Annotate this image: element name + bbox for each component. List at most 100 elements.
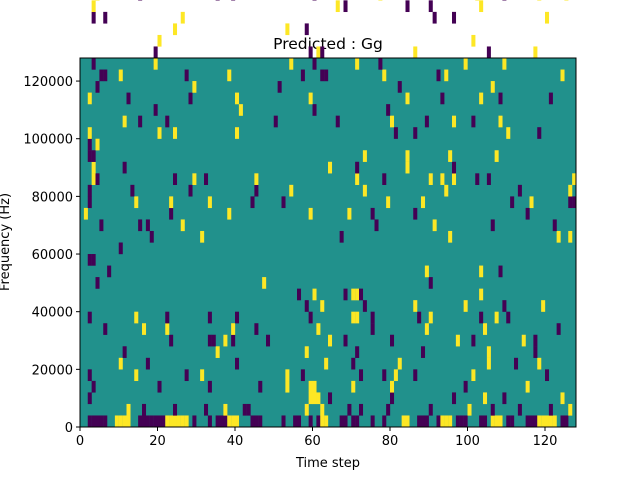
heatmap-cell-low xyxy=(378,58,383,70)
heatmap-cell-low xyxy=(235,311,240,324)
heatmap-cell-high xyxy=(180,11,185,24)
heatmap-cell-low xyxy=(316,415,321,428)
heatmap-cell-high xyxy=(556,230,561,243)
heatmap-cell-low xyxy=(560,415,565,428)
heatmap-cell-high xyxy=(324,415,329,428)
heatmap-cell-low xyxy=(514,357,519,370)
heatmap-cell-low xyxy=(266,334,271,347)
heatmap-cell-low xyxy=(153,415,158,428)
x-axis-label: Time step xyxy=(295,456,360,471)
heatmap-cell-low xyxy=(277,81,282,93)
heatmap-cell-low xyxy=(397,81,402,93)
heatmap-cell-high xyxy=(87,92,92,105)
heatmap-cell-low xyxy=(362,300,367,312)
heatmap-cell-low xyxy=(463,415,468,428)
heatmap-cell-high xyxy=(362,150,367,162)
heatmap-cell-low xyxy=(91,11,96,24)
heatmap-cell-high xyxy=(347,207,352,220)
heatmap-cell-low xyxy=(91,415,96,428)
heatmap-cell-low xyxy=(510,415,515,428)
heatmap-cell-high xyxy=(533,46,538,59)
x-tick-label: 60 xyxy=(304,434,321,449)
heatmap-cell-low xyxy=(165,115,170,128)
heatmap-cell-high xyxy=(231,323,236,335)
heatmap-cell-low xyxy=(386,104,391,116)
heatmap-cell-high xyxy=(285,23,290,36)
heatmap-cell-low xyxy=(153,104,158,116)
heatmap-cell-high xyxy=(169,415,174,428)
heatmap-cell-high xyxy=(560,69,565,82)
heatmap-cell-low xyxy=(564,415,569,428)
heatmap-cell-low xyxy=(355,161,360,174)
x-tick-label: 40 xyxy=(227,434,244,449)
heatmap-cell-low xyxy=(91,150,96,162)
heatmap-cell-low xyxy=(188,92,193,105)
heatmap-cell-high xyxy=(355,311,360,324)
heatmap-cell-high xyxy=(479,0,484,13)
heatmap-cell-high xyxy=(351,288,356,301)
heatmap-cell-low xyxy=(421,346,426,358)
heatmap-cell-low xyxy=(440,92,445,105)
heatmap-cell-low xyxy=(95,415,100,428)
heatmap-cell-high xyxy=(304,403,309,416)
heatmap-cell-high xyxy=(122,115,127,128)
heatmap-cell-low xyxy=(293,415,298,428)
heatmap-cell-high xyxy=(428,173,433,185)
heatmap-cell-high xyxy=(324,357,329,370)
heatmap-cell-low xyxy=(95,277,100,289)
heatmap-cell-high xyxy=(235,415,240,428)
heatmap-cell-low xyxy=(300,369,305,382)
heatmap-cell-low xyxy=(463,380,468,393)
heatmap-cell-low xyxy=(99,415,104,428)
heatmap-cell-low xyxy=(452,392,457,405)
heatmap-cell-low xyxy=(533,415,538,428)
heatmap-cell-low xyxy=(428,277,433,289)
heatmap-cell-low xyxy=(517,403,522,416)
heatmap-cell-high xyxy=(390,115,395,128)
heatmap-cell-high xyxy=(405,415,410,428)
heatmap-cell-high xyxy=(91,161,96,174)
heatmap-cell-high xyxy=(285,369,290,382)
heatmap-cell-low xyxy=(347,403,352,416)
heatmap-cell-high xyxy=(308,392,313,405)
heatmap-cell-high xyxy=(424,265,429,278)
heatmap-cell-low xyxy=(417,415,422,428)
heatmap-cell-high xyxy=(157,34,162,47)
heatmap-cell-high xyxy=(502,58,507,70)
heatmap-cell-low xyxy=(192,415,197,428)
heatmap-cell-high xyxy=(122,415,127,428)
heatmap-cell-low xyxy=(486,46,491,59)
heatmap-cell-high xyxy=(386,196,391,209)
heatmap-cell-high xyxy=(254,173,259,185)
y-tick-label: 100000 xyxy=(23,133,73,148)
heatmap-cell-high xyxy=(444,184,449,197)
heatmap-cell-low xyxy=(413,207,418,220)
heatmap-cell-high xyxy=(223,334,228,347)
heatmap-cell-high xyxy=(235,127,240,139)
heatmap-cell-low xyxy=(87,392,92,405)
heatmap-cell-high xyxy=(401,415,406,428)
heatmap-cell-high xyxy=(118,69,123,82)
heatmap-cell-low xyxy=(359,288,364,301)
heatmap-cell-high xyxy=(537,415,542,428)
heatmap-cell-high xyxy=(428,311,433,324)
heatmap-cell-high xyxy=(308,380,313,393)
heatmap-cell-low xyxy=(432,11,437,24)
heatmap-cell-low xyxy=(517,184,522,197)
heatmap-cell-low xyxy=(169,207,174,220)
heatmap-cell-high xyxy=(316,46,321,59)
heatmap-cell-high xyxy=(424,323,429,335)
heatmap-cell-high xyxy=(312,380,317,393)
heatmap-cell-low xyxy=(428,403,433,416)
heatmap-cell-high xyxy=(490,81,495,93)
heatmap-cell-low xyxy=(297,415,302,428)
heatmap-cell-high xyxy=(479,92,484,105)
x-tick-label: 0 xyxy=(76,434,84,449)
x-tick-label: 80 xyxy=(382,434,399,449)
heatmap-cell-high xyxy=(355,288,360,301)
heatmap-cell-low xyxy=(355,346,360,358)
heatmap-cell-low xyxy=(335,115,340,128)
heatmap-cell-low xyxy=(207,415,212,428)
heatmap-cell-low xyxy=(273,115,278,128)
